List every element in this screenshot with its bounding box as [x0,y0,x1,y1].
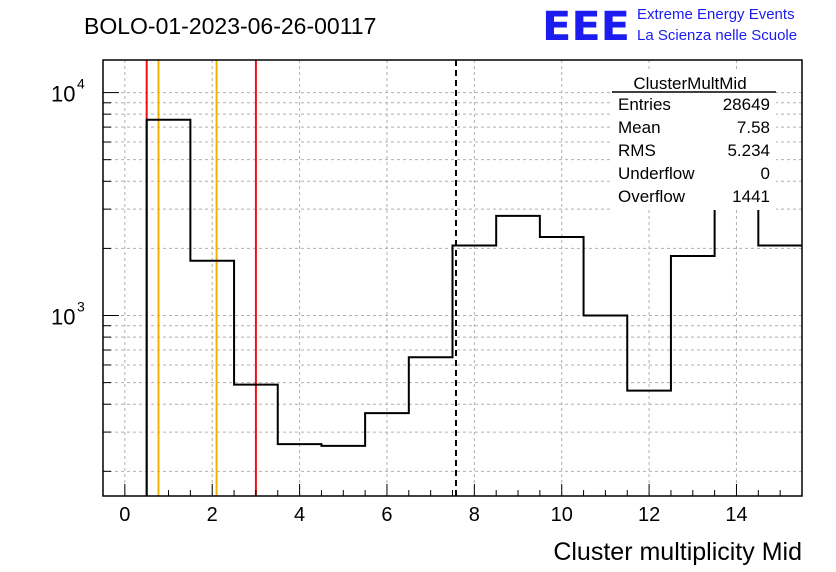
axis-ticks [103,92,781,496]
stats-label: Underflow [618,164,695,183]
stats-box: ClusterMultMid Entries 28649 Mean 7.58 RMS 5.… [612,72,776,210]
x-tick-label: 2 [207,504,218,526]
x-tick-labels: 0 2 4 6 8 10 12 14 [119,504,747,526]
x-tick-label: 0 [119,504,130,526]
y-tick-exponent: 3 [77,299,85,315]
stats-value: 28649 [723,95,770,114]
y-tick-label: 10 4 [51,76,85,107]
histogram-outline [145,118,802,496]
logo-line2: La Scienza nelle Scuole [637,27,797,44]
stats-value: 0 [761,164,770,183]
logo-mark: EEE [542,4,630,50]
x-tick-label: 6 [381,504,392,526]
stats-background [612,72,776,210]
y-tick-base: 10 [51,305,75,330]
stats-label: Overflow [618,187,686,206]
stats-value: 7.58 [737,118,770,137]
stats-value: 1441 [732,187,770,206]
x-axis-label: Cluster multiplicity Mid [553,538,802,566]
stats-value: 5.234 [727,141,770,160]
x-tick-label: 14 [725,504,747,526]
stats-label: Mean [618,118,661,137]
x-tick-label: 12 [638,504,660,526]
x-tick-label: 8 [469,504,480,526]
x-tick-label: 4 [294,504,305,526]
eee-logo: EEE Extreme Energy Events La Scienza nel… [542,4,797,50]
stats-label: Entries [618,95,671,114]
run-title: BOLO-01-2023-06-26-00117 [84,13,376,39]
y-tick-base: 10 [51,82,75,107]
logo-line1: Extreme Energy Events [637,6,795,23]
stats-rows: Entries 28649 Mean 7.58 RMS 5.234 Underflow 0 Ov… [618,95,770,206]
y-tick-exponent: 4 [77,76,85,92]
x-tick-label: 10 [551,504,573,526]
stats-label: RMS [618,141,656,160]
y-tick-label: 10 3 [51,299,85,330]
stats-title: ClusterMultMid [633,74,746,93]
